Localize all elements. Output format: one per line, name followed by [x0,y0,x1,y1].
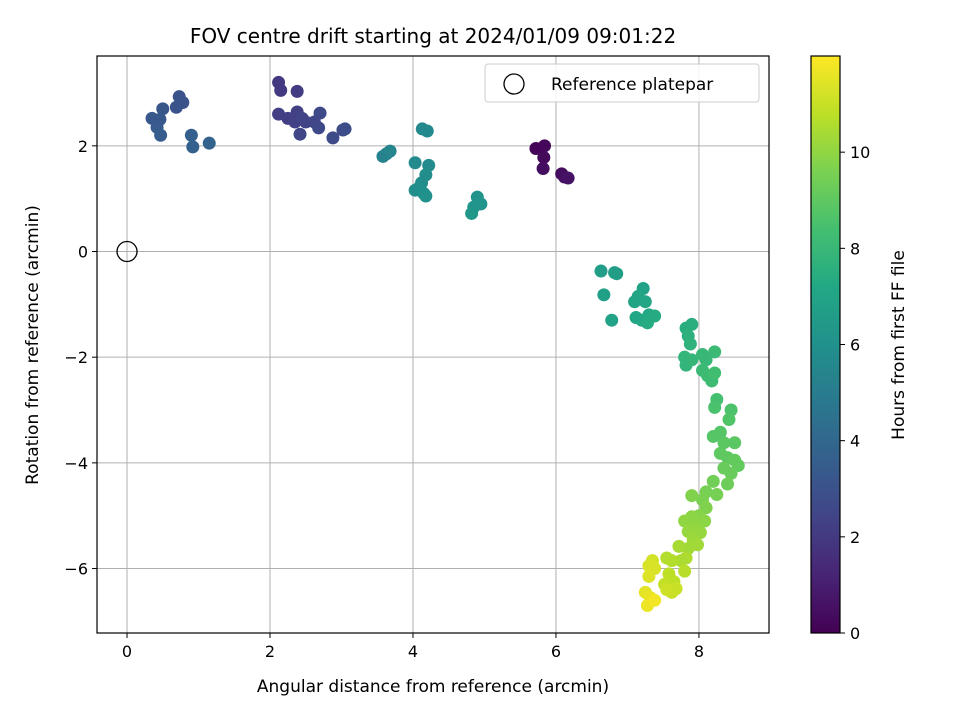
scatter-point [628,295,642,309]
scatter-point [420,124,434,138]
scatter-point [660,583,674,597]
scatter-point [685,489,699,503]
y-tick-label: 0 [78,243,88,262]
scatter-point [561,171,575,185]
scatter-point [537,150,551,164]
scatter-point [710,488,724,502]
scatter-point [640,316,654,330]
reference-platepar-point [116,240,138,263]
grid-lines [97,56,769,633]
scatter-point [706,474,720,488]
colorbar [811,56,840,633]
x-ticks: 0 2 4 6 8 [122,633,704,661]
y-tick-label: −2 [64,348,88,367]
scatter-point [184,128,198,142]
y-ticks: −6 −4 −2 0 2 [64,137,97,579]
scatter-point [685,353,699,367]
scatter-point [326,131,340,145]
x-tick-label: 2 [265,642,275,661]
scatter-point [383,144,397,158]
scatter-point [722,413,736,427]
scatter-point [660,551,674,565]
colorbar-tick-label: 6 [850,336,860,355]
scatter-point [610,267,624,281]
scatter-points [145,75,745,613]
scatter-point [708,345,722,359]
scatter-point [717,436,731,450]
scatter-point [290,84,304,98]
colorbar-tick-label: 8 [850,239,860,258]
scatter-point [708,366,722,380]
scatter-point [465,206,479,220]
colorbar-ticks: 0 2 4 6 8 10 [840,143,870,643]
scatter-point [594,264,608,278]
x-tick-label: 6 [551,642,561,661]
legend-box [484,63,760,103]
scatter-point [169,100,183,114]
colorbar-tick-label: 0 [850,624,860,643]
scatter-point [721,477,735,491]
scatter-point [728,436,742,450]
x-tick-label: 0 [122,642,132,661]
reference-marker [116,240,138,263]
legend-marker-icon [503,73,525,95]
colorbar-tick-label: 4 [850,432,860,451]
scatter-point [419,189,433,203]
scatter-point [672,539,686,553]
scatter-point [648,593,662,607]
scatter-point [683,337,697,351]
scatter-point [154,128,168,142]
scatter-point [536,162,550,176]
scatter-point [312,121,326,135]
x-tick-label: 4 [408,642,418,661]
scatter-point [713,425,727,439]
scatter-point [678,514,692,528]
scatter-point [678,564,692,578]
y-tick-label: −4 [64,454,88,473]
y-tick-label: −6 [64,560,88,579]
scatter-point [293,127,307,141]
scatter-point [605,313,619,327]
scatter-point [708,400,722,414]
scatter-point [638,295,652,309]
scatter-point [685,317,699,331]
scatter-point [597,288,611,302]
scatter-point [313,106,327,120]
scatter-point [724,466,738,480]
scatter-point [156,102,170,116]
plot-frame [96,55,770,634]
legend-entry: Reference platepar [551,75,713,95]
chart-title: FOV centre drift starting at 2024/01/09 … [190,24,676,48]
scatter-point [202,136,216,150]
colorbar-label: Hours from first FF file [889,250,909,440]
x-tick-label: 8 [694,642,704,661]
scatter-point [699,353,713,367]
scatter-point [338,122,352,136]
scatter-point [538,139,552,153]
x-axis-label: Angular distance from reference (arcmin) [257,677,609,697]
scatter-point [408,156,422,170]
scatter-point [674,554,688,568]
y-tick-label: 2 [78,137,88,156]
scatter-point [274,83,288,97]
scatter-point [642,569,656,583]
colorbar-tick-label: 2 [850,528,860,547]
legend: Reference platepar [484,63,760,103]
colorbar-tick-label: 10 [850,143,870,162]
scatter-point [186,140,200,154]
y-axis-label: Rotation from reference (arcmin) [23,205,43,485]
